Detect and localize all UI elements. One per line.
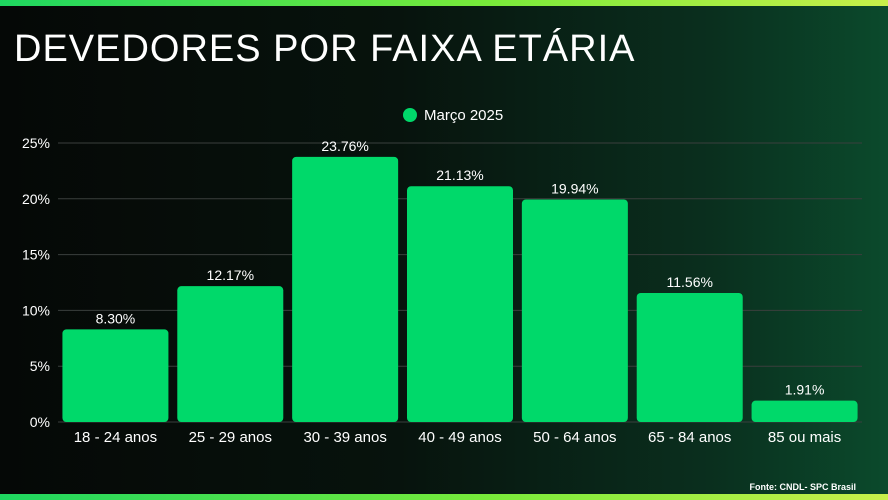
y-tick-label: 5%: [30, 358, 50, 374]
y-tick-label: 20%: [22, 191, 50, 207]
top-accent-bar: [0, 0, 888, 6]
data-label: 1.91%: [785, 382, 825, 398]
x-tick-label: 30 - 39 anos: [303, 429, 386, 446]
legend-marker: [403, 108, 417, 122]
bottom-accent-bar: [0, 494, 888, 500]
data-label: 11.56%: [666, 274, 712, 290]
data-label: 8.30%: [96, 310, 136, 326]
x-tick-label: 85 ou mais: [768, 429, 841, 446]
bar: [521, 199, 628, 422]
x-tick-label: 18 - 24 anos: [74, 429, 157, 446]
y-tick-label: 15%: [22, 247, 50, 263]
source-note: Fonte: CNDL- SPC Brasil: [749, 482, 856, 492]
bar: [292, 156, 399, 423]
bar: [751, 400, 858, 422]
y-tick-label: 25%: [22, 135, 50, 151]
bar: [62, 329, 169, 422]
data-label: 23.76%: [321, 138, 368, 154]
x-tick-label: 40 - 49 anos: [418, 429, 501, 446]
y-tick-label: 0%: [30, 414, 50, 430]
y-tick-label: 10%: [22, 302, 50, 318]
data-label: 21.13%: [436, 167, 483, 183]
data-label: 19.94%: [551, 180, 598, 196]
x-tick-label: 50 - 64 anos: [533, 429, 616, 446]
chart-title: DEVEDORES POR FAIXA ETÁRIA: [14, 28, 636, 70]
bar: [177, 286, 284, 422]
legend-label: Março 2025: [424, 107, 503, 124]
data-label: 12.17%: [207, 267, 254, 283]
x-tick-label: 65 - 84 anos: [648, 429, 731, 446]
x-tick-label: 25 - 29 anos: [189, 429, 272, 446]
bar: [636, 292, 743, 422]
bar: [407, 186, 513, 422]
